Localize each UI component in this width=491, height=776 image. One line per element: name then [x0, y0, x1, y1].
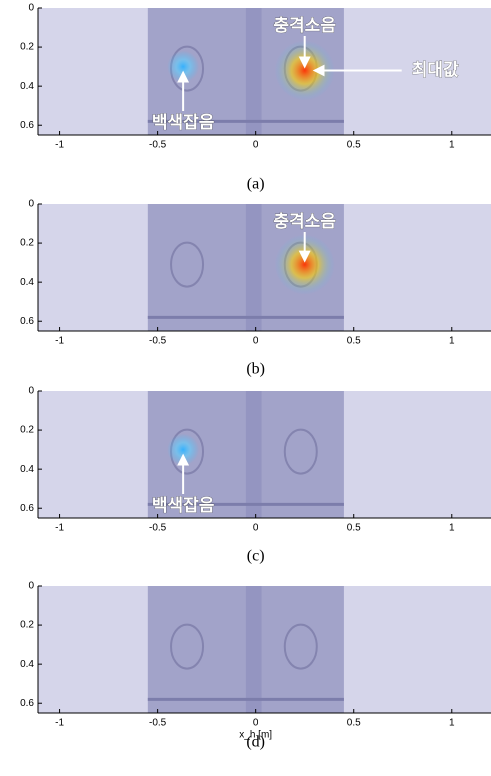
x-tick-label: 1	[449, 523, 455, 534]
x-tick-label: 0	[253, 718, 259, 729]
caption: (a)	[247, 176, 265, 193]
photo-detail	[246, 8, 262, 135]
y-tick-label: 0.2	[20, 620, 34, 631]
figure: 충격소음최대값백색잡음00.20.40.6-1-0.500.51(a)충격소음0…	[0, 0, 491, 776]
y-tick-label: 0	[28, 581, 34, 592]
caption: (c)	[247, 548, 265, 565]
x-tick-label: -1	[55, 336, 64, 347]
photo-detail	[246, 586, 262, 713]
photo-region	[148, 586, 344, 713]
y-tick-label: 0.4	[20, 659, 34, 670]
x-tick-label: -0.5	[149, 140, 167, 151]
y-tick-label: 0.4	[20, 81, 34, 92]
x-tick-label: 0.5	[347, 140, 361, 151]
x-tick-label: 0.5	[347, 523, 361, 534]
x-tick-label: 0	[253, 140, 259, 151]
photo-detail	[246, 391, 262, 518]
x-tick-label: -1	[55, 523, 64, 534]
y-tick-label: 0.2	[20, 238, 34, 249]
x-tick-label: -0.5	[149, 523, 167, 534]
x-tick-label: -0.5	[149, 718, 167, 729]
y-tick-label: 0.4	[20, 277, 34, 288]
y-tick-label: 0.2	[20, 425, 34, 436]
x-tick-label: 1	[449, 718, 455, 729]
x-tick-label: -0.5	[149, 336, 167, 347]
x-tick-label: -1	[55, 718, 64, 729]
y-tick-label: 0.2	[20, 42, 34, 53]
x-tick-label: 1	[449, 140, 455, 151]
y-tick-label: 0	[28, 386, 34, 397]
y-tick-label: 0	[28, 199, 34, 210]
caption: (d)	[246, 734, 265, 751]
y-tick-label: 0.6	[20, 698, 34, 709]
x-tick-label: 0	[253, 336, 259, 347]
y-tick-label: 0.4	[20, 464, 34, 475]
annotation: 충격소음	[273, 16, 336, 36]
x-tick-label: -1	[55, 140, 64, 151]
y-tick-label: 0.6	[20, 120, 34, 131]
x-tick-label: 1	[449, 336, 455, 347]
y-tick-label: 0.6	[20, 503, 34, 514]
annotation: 최대값	[412, 61, 459, 81]
x-tick-label: 0	[253, 523, 259, 534]
caption: (b)	[246, 361, 265, 378]
annotation: 백색잡음	[152, 113, 215, 133]
annotation: 백색잡음	[152, 496, 215, 516]
annotation: 충격소음	[273, 212, 336, 232]
x-tick-label: 0.5	[347, 718, 361, 729]
y-tick-label: 0	[28, 3, 34, 14]
y-tick-label: 0.6	[20, 316, 34, 327]
photo-detail	[246, 204, 262, 331]
x-tick-label: 0.5	[347, 336, 361, 347]
